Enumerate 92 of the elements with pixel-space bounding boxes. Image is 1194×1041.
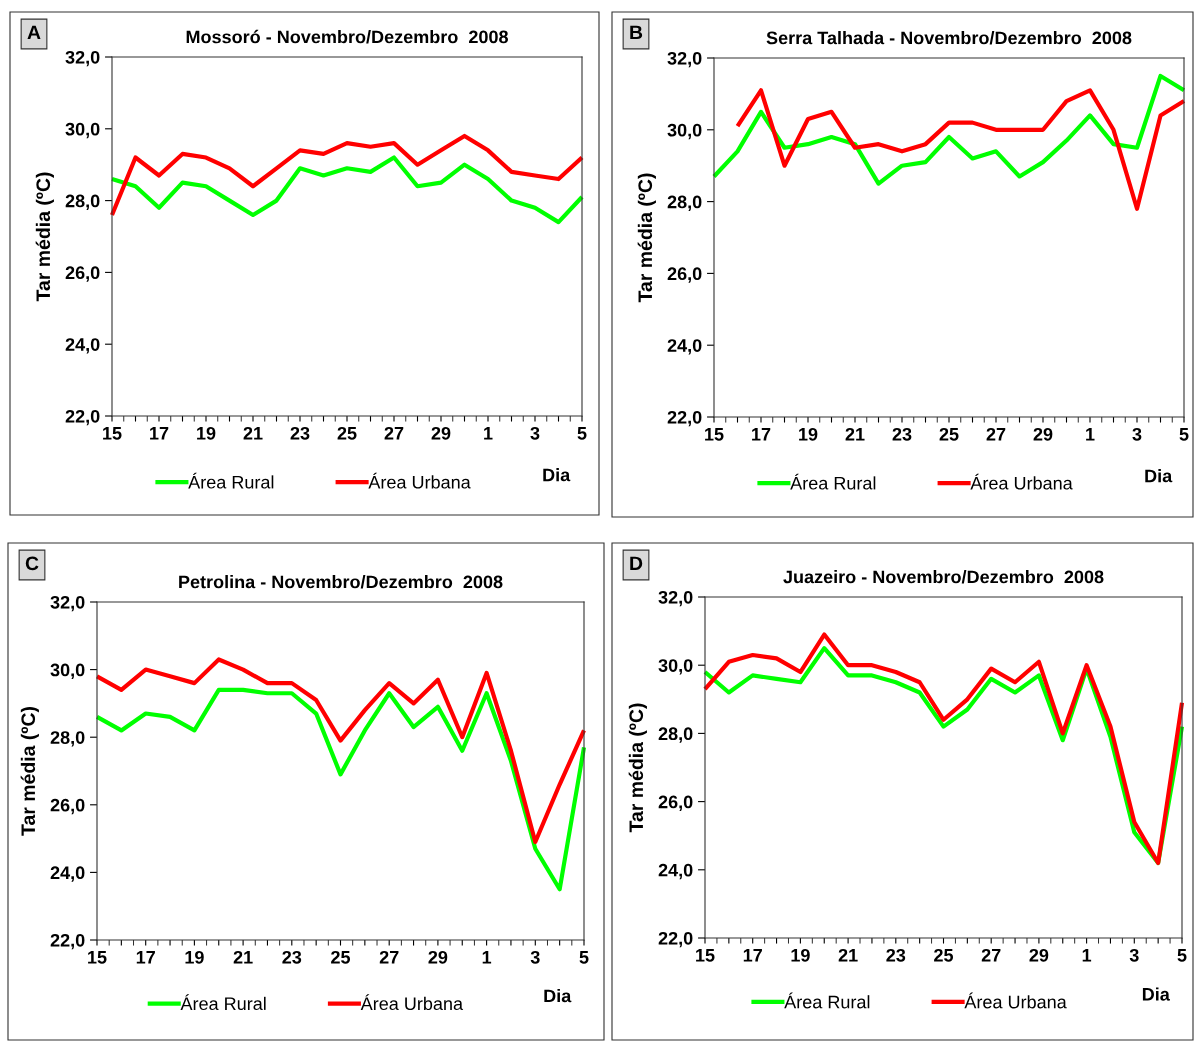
- x-tick-label: 3: [1129, 948, 1139, 962]
- y-tick-label: 28,0: [50, 731, 85, 747]
- text: D: [630, 556, 643, 571]
- y-tick-label: 26,0: [65, 266, 100, 282]
- x-axis-title: Dia: [1145, 469, 1173, 483]
- x-tick-label: 19: [791, 948, 810, 962]
- legend-label: Área Urbana: [970, 473, 1073, 490]
- text: A: [27, 25, 41, 40]
- x-tick-label: 19: [185, 950, 204, 964]
- x-axis-title: Dia: [544, 989, 572, 1003]
- x-tick-label: 23: [886, 948, 906, 962]
- x-tick-label: 21: [845, 427, 865, 441]
- text: C: [25, 556, 39, 571]
- legend-label: Área Urbana: [964, 992, 1067, 1009]
- x-tick-label: 17: [743, 949, 762, 962]
- x-tick-label: 15: [696, 949, 715, 962]
- legend-label: Área Rural: [790, 473, 876, 490]
- x-tick-label: 5: [1177, 949, 1187, 962]
- x-tick-label: 15: [705, 428, 724, 441]
- x-tick-label: 17: [136, 951, 155, 964]
- y-tick-label: 22,0: [50, 933, 85, 950]
- y-tick-label: 32,0: [667, 51, 702, 68]
- x-tick-label: 19: [799, 427, 818, 441]
- y-axis-title: Tar média (ºC): [637, 173, 656, 303]
- x-tick-label: 29: [1033, 427, 1053, 441]
- y-tick-label: 22,0: [667, 410, 702, 427]
- y-tick-label: 32,0: [65, 50, 100, 67]
- x-tick-label: 19: [197, 426, 216, 440]
- x-tick-label: 27: [986, 427, 1006, 441]
- x-tick-label: 27: [981, 948, 1001, 962]
- x-tick-label: 25: [939, 427, 959, 441]
- y-tick-label: 32,0: [50, 595, 85, 612]
- x-tick-label: 17: [150, 427, 169, 440]
- x-tick-label: 25: [934, 948, 954, 962]
- text: B: [630, 25, 643, 40]
- y-tick-label: 30,0: [667, 123, 702, 140]
- x-tick-label: 15: [88, 951, 107, 964]
- x-tick-label: 1: [1086, 428, 1095, 441]
- x-tick-label: 21: [243, 426, 263, 440]
- y-tick-label: 26,0: [658, 795, 693, 811]
- x-tick-label: 21: [838, 948, 858, 962]
- y-tick-label: 22,0: [65, 409, 100, 426]
- chart-title: Mossoró - Novembro/Dezembro 2008: [186, 29, 508, 44]
- y-tick-label: 24,0: [658, 863, 693, 880]
- x-tick-label: 23: [282, 950, 302, 964]
- x-tick-label: 21: [233, 950, 253, 964]
- chart-title: Petrolina - Novembro/Dezembro 2008: [179, 575, 503, 589]
- legend-label: Área Rural: [180, 994, 266, 1011]
- x-tick-label: 29: [431, 426, 451, 440]
- x-tick-label: 1: [482, 951, 492, 964]
- y-tick-label: 28,0: [667, 195, 702, 211]
- y-tick-label: 28,0: [658, 727, 693, 743]
- y-tick-label: 30,0: [658, 659, 693, 675]
- x-axis-title: Dia: [543, 468, 571, 482]
- y-tick-label: 22,0: [658, 931, 693, 948]
- x-tick-label: 29: [1029, 948, 1049, 962]
- y-tick-label: 32,0: [658, 590, 693, 607]
- y-axis-title: Tar média (ºC): [35, 172, 54, 302]
- x-tick-label: 27: [384, 426, 404, 440]
- y-tick-label: 30,0: [50, 663, 85, 679]
- x-tick-label: 1: [1082, 949, 1092, 962]
- y-tick-label: 26,0: [50, 798, 85, 815]
- y-axis-title: Tar média (ºC): [20, 707, 39, 836]
- x-tick-label: 5: [579, 951, 589, 964]
- legend-label: Área Urbana: [360, 994, 464, 1011]
- y-axis-title: Tar média (ºC): [628, 703, 647, 833]
- y-tick-label: 24,0: [65, 338, 100, 354]
- legend-label: Área Rural: [784, 992, 870, 1009]
- x-tick-label: 5: [1179, 428, 1189, 441]
- x-tick-label: 23: [892, 427, 912, 441]
- x-axis-title: Dia: [1142, 987, 1170, 1001]
- x-tick-label: 29: [428, 950, 448, 964]
- x-tick-label: 23: [290, 426, 310, 440]
- x-tick-label: 15: [103, 427, 122, 440]
- y-tick-label: 24,0: [50, 866, 85, 882]
- y-tick-label: 26,0: [667, 267, 702, 283]
- x-tick-label: 17: [752, 428, 771, 441]
- x-tick-label: 25: [331, 950, 351, 964]
- y-tick-label: 30,0: [65, 122, 100, 139]
- x-tick-label: 3: [530, 950, 540, 964]
- legend-label: Área Urbana: [368, 472, 471, 489]
- x-tick-label: 1: [484, 427, 493, 440]
- chart-title: Juazeiro - Novembro/Dezembro 2008: [783, 570, 1104, 584]
- x-tick-label: 5: [577, 427, 587, 440]
- x-tick-label: 25: [337, 426, 357, 440]
- y-tick-label: 24,0: [667, 339, 702, 355]
- x-tick-label: 3: [530, 426, 540, 440]
- x-tick-label: 27: [379, 950, 399, 964]
- x-tick-label: 3: [1132, 427, 1142, 441]
- chart-title: Serra Talhada - Novembro/Dezembro 2008: [766, 31, 1132, 45]
- y-tick-label: 28,0: [65, 194, 100, 210]
- legend-label: Área Rural: [188, 472, 274, 489]
